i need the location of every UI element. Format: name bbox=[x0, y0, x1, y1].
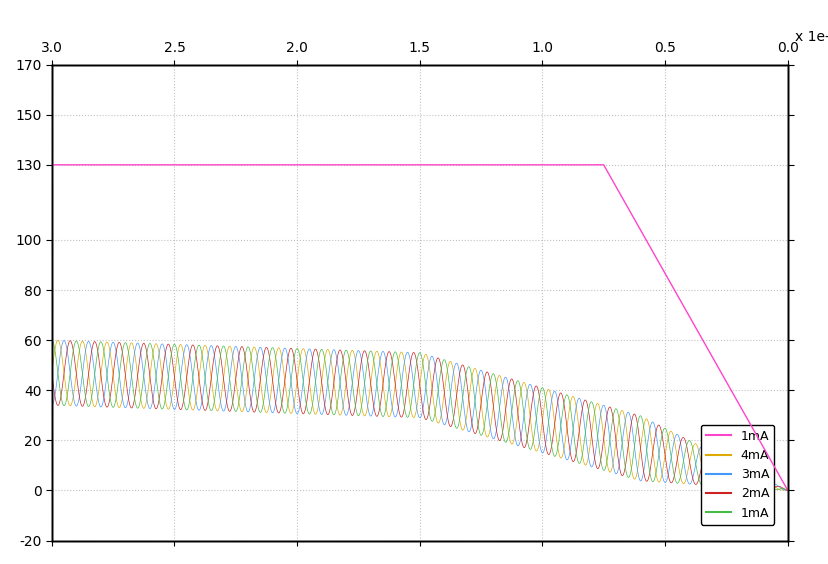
X-axis label: x 1e-3: x 1e-3 bbox=[795, 30, 828, 44]
Legend: 1mA, 4mA, 3mA, 2mA, 1mA: 1mA, 4mA, 3mA, 2mA, 1mA bbox=[700, 425, 773, 525]
